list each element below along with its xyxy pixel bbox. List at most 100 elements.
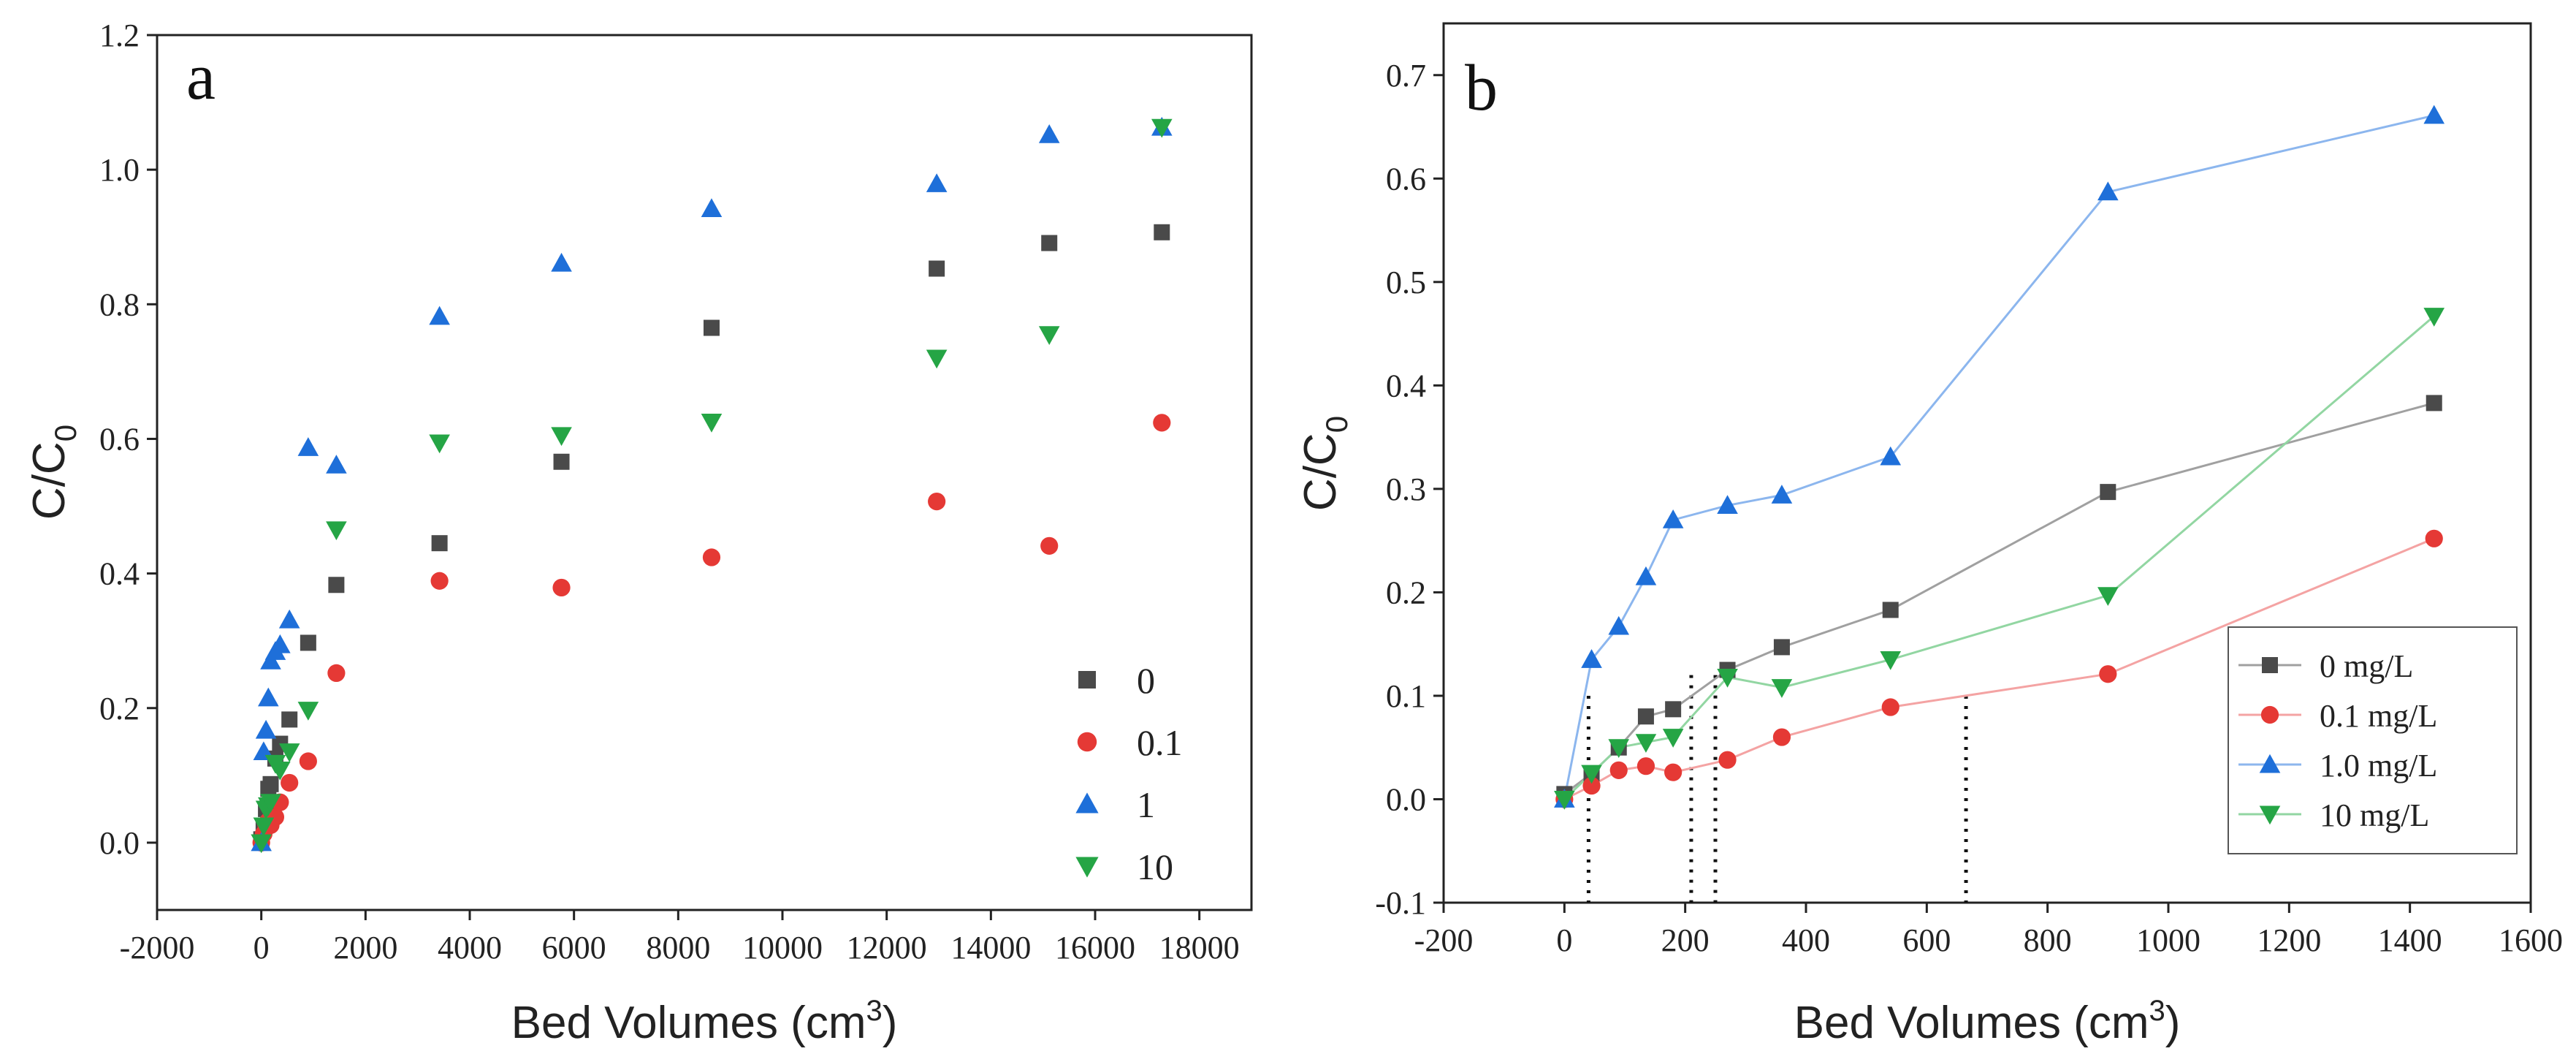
panel-b-label: b [1465,52,1498,124]
data-point [278,743,300,762]
data-point [1581,765,1602,784]
legend-label: 10 [1137,846,1173,887]
x-tick-label: 2000 [333,930,397,966]
data-point [328,577,345,593]
data-point [2100,484,2116,501]
data-point [260,651,281,670]
data-point [260,794,281,813]
panel-b-dotted-markers [1586,675,1968,903]
x-tick-label: 4000 [438,930,502,966]
data-point [1151,118,1173,138]
y-tick-label: 0.7 [1386,58,1426,94]
x-tick-label: 6000 [542,930,606,966]
data-point [1154,224,1170,240]
x-tick-label: 12000 [847,930,927,966]
legend-marker [2260,705,2279,724]
legend-marker [2259,805,2281,825]
data-point [1771,485,1793,504]
panel-a-plot-frame [156,34,1253,911]
panel-b-plot-frame [1442,22,2532,904]
data-point [270,634,291,653]
data-point [255,719,277,739]
data-point [1637,708,1654,725]
data-point [262,775,279,792]
data-point [2423,308,2445,327]
panel-b-lines [1563,114,2435,800]
x-tick-label: 1000 [2136,922,2200,958]
x-tick-label: 14000 [950,930,1031,966]
data-point [2099,665,2117,683]
data-point [701,414,723,433]
data-point [703,319,720,336]
y-tick-label: -0.1 [1375,885,1426,921]
data-point [1665,701,1682,718]
legend-label: 1 [1137,784,1155,825]
data-point [553,453,570,470]
series-line [1563,114,2435,800]
data-point [429,434,450,454]
panel-b-y-axis-title: C/C0 [1295,416,1354,511]
data-point [2097,587,2119,606]
data-point [299,752,317,770]
data-point [2097,181,2119,201]
data-point [551,427,572,447]
data-point [1608,615,1630,635]
data-point [1718,751,1737,769]
data-point [431,535,448,552]
data-point [1636,757,1655,775]
data-point [251,834,272,854]
panel-a-x-ticks: -2000 0 2000 4000 6000 8000 10000 12000 14000 160… [120,910,1240,966]
x-tick-label: 400 [1782,922,1830,958]
panel-b: -200 0 200 400 600 800 1000 1200 1400 1600 -0.1 0.… [1295,22,2563,1048]
panel-b-x-axis-title: Bed Volumes (cm3) [1794,995,2181,1048]
y-tick-label: 0.6 [99,421,140,457]
data-point [278,609,300,629]
data-point [1608,739,1630,759]
data-point [1664,763,1683,781]
data-point [701,198,723,217]
data-point [1662,729,1684,748]
y-tick-label: 0.2 [1386,574,1426,610]
x-tick-label: 18000 [1159,930,1240,966]
x-tick-label: -2000 [120,930,195,966]
data-point [926,173,948,192]
data-point [1038,326,1060,346]
y-tick-label: 0.4 [1386,368,1426,403]
data-point [926,349,948,369]
y-tick-label: 0.3 [1386,471,1426,507]
y-tick-label: 1.0 [99,152,140,188]
data-point [1153,414,1171,432]
legend-label: 0 mg/L [2320,648,2413,684]
data-point [327,664,346,682]
legend-label: 0.1 mg/L [2320,698,2437,734]
data-point [551,252,572,272]
x-tick-label: 8000 [646,930,710,966]
y-tick-label: 0.0 [1386,781,1426,817]
data-point [430,572,449,590]
panel-b-y-ticks: -0.1 0.0 0.1 0.2 0.3 0.4 0.5 0.6 0.7 [1375,58,1444,921]
legend-marker [1075,857,1099,878]
x-tick-label: 1600 [2499,922,2563,958]
data-point [1635,566,1657,585]
data-point [2426,395,2442,411]
panel-a: -2000 0 2000 4000 6000 8000 10000 12000 14000 160… [24,18,1253,1048]
data-point [297,702,319,721]
legend-label: 10 mg/L [2320,797,2429,833]
legend-label: 0.1 [1137,722,1183,763]
y-tick-label: 0.8 [99,287,140,322]
data-point [257,687,279,707]
data-point [1880,446,1902,466]
data-point [552,578,571,597]
data-point [297,437,319,456]
data-point [1609,761,1628,779]
legend-label: 0 [1137,660,1155,701]
legend-marker [2259,754,2281,773]
data-point [1773,639,1790,656]
data-point [1880,651,1902,670]
x-tick-label: 1200 [2257,922,2321,958]
y-tick-label: 0.2 [99,691,140,727]
data-point [270,762,291,781]
x-tick-label: 10000 [742,930,823,966]
y-tick-label: 0.6 [1386,161,1426,197]
panel-a-label: a [186,41,216,113]
